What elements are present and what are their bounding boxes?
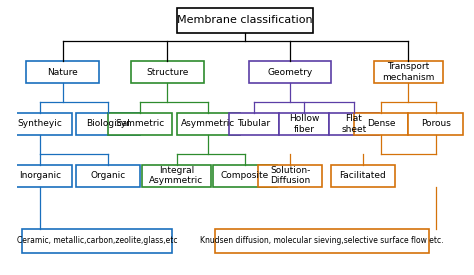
- Text: Ceramic, metallic,carbon,zeolite,glass,etc: Ceramic, metallic,carbon,zeolite,glass,e…: [17, 236, 177, 246]
- FancyBboxPatch shape: [27, 61, 99, 83]
- FancyBboxPatch shape: [374, 61, 443, 83]
- FancyBboxPatch shape: [76, 165, 140, 186]
- Text: Nature: Nature: [47, 68, 78, 77]
- FancyBboxPatch shape: [215, 229, 429, 253]
- Text: Facilitated: Facilitated: [339, 171, 386, 180]
- FancyBboxPatch shape: [131, 61, 204, 83]
- FancyBboxPatch shape: [76, 113, 140, 135]
- Text: Organic: Organic: [91, 171, 126, 180]
- FancyBboxPatch shape: [249, 61, 331, 83]
- FancyBboxPatch shape: [409, 113, 463, 135]
- Text: Dense: Dense: [367, 119, 395, 128]
- Text: Tubular: Tubular: [237, 119, 270, 128]
- FancyBboxPatch shape: [258, 165, 322, 186]
- FancyBboxPatch shape: [8, 165, 72, 186]
- Text: Inorganic: Inorganic: [19, 171, 61, 180]
- Text: Integral
Asymmetric: Integral Asymmetric: [149, 166, 204, 185]
- FancyBboxPatch shape: [229, 113, 279, 135]
- Text: Syntheyic: Syntheyic: [18, 119, 63, 128]
- FancyBboxPatch shape: [142, 165, 210, 186]
- FancyBboxPatch shape: [354, 113, 409, 135]
- Text: Transport
mechanism: Transport mechanism: [382, 62, 435, 82]
- FancyBboxPatch shape: [176, 8, 313, 33]
- Text: Solution-
Diffusion: Solution- Diffusion: [270, 166, 310, 185]
- Text: Membrane classification: Membrane classification: [177, 15, 312, 26]
- Text: Hollow
fiber: Hollow fiber: [289, 114, 319, 134]
- FancyBboxPatch shape: [213, 165, 276, 186]
- Text: Flat
sheet: Flat sheet: [341, 114, 366, 134]
- FancyBboxPatch shape: [279, 113, 329, 135]
- Text: Asymmetric: Asymmetric: [181, 119, 236, 128]
- FancyBboxPatch shape: [331, 165, 395, 186]
- Text: Biological: Biological: [86, 119, 130, 128]
- Text: Structure: Structure: [146, 68, 189, 77]
- Text: Geometry: Geometry: [267, 68, 313, 77]
- FancyBboxPatch shape: [329, 113, 379, 135]
- FancyBboxPatch shape: [176, 113, 240, 135]
- FancyBboxPatch shape: [8, 113, 72, 135]
- FancyBboxPatch shape: [108, 113, 172, 135]
- Text: Knudsen diffusion, molecular sieving,selective surface flow etc.: Knudsen diffusion, molecular sieving,sel…: [201, 236, 444, 246]
- Text: Composite: Composite: [220, 171, 269, 180]
- Text: Symmetric: Symmetric: [116, 119, 165, 128]
- Text: Porous: Porous: [421, 119, 451, 128]
- FancyBboxPatch shape: [22, 229, 172, 253]
